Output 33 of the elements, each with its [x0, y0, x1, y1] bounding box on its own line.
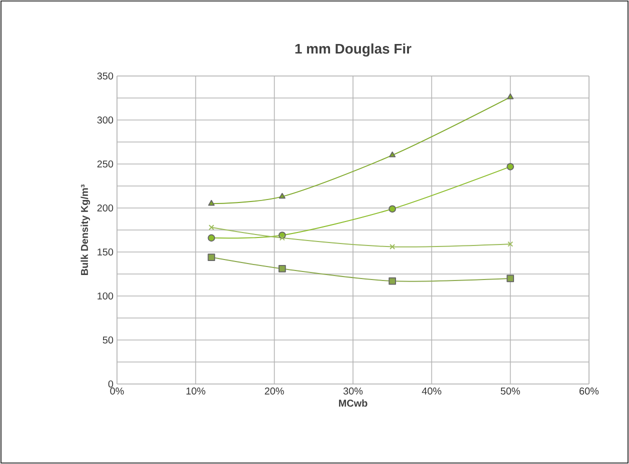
x-tick-label: 60%: [580, 388, 599, 395]
point: [506, 274, 514, 282]
y-tick-label: 50: [102, 336, 114, 344]
point: [390, 244, 396, 250]
point: [278, 192, 286, 199]
x-tick-label: 30%: [343, 388, 363, 395]
point: [208, 234, 216, 242]
y-tick-label: 100: [98, 292, 114, 300]
y-axis-title: Bulk Density Kg/m³: [80, 184, 90, 275]
point: [388, 205, 396, 213]
x-tick-label: 20%: [264, 388, 284, 395]
point: [278, 265, 286, 272]
x-tick-label: 50%: [500, 388, 520, 395]
y-tick-label: 250: [97, 160, 114, 168]
point: [208, 200, 215, 206]
x-tick-label: 0%: [110, 388, 124, 395]
x-axis-title: MCwb: [339, 399, 368, 407]
point: [279, 235, 285, 241]
x-tick-label: 10%: [186, 388, 206, 395]
y-tick-label: 0: [108, 380, 114, 388]
y-tick-label: 150: [98, 248, 114, 256]
y-tick-label: 300: [97, 116, 114, 124]
point: [389, 152, 396, 158]
point: [508, 241, 514, 247]
point: [208, 224, 214, 230]
point: [388, 277, 396, 285]
point: [208, 254, 216, 261]
y-tick-label: 350: [97, 72, 114, 80]
x-tick-label: 40%: [422, 388, 442, 395]
point: [506, 162, 514, 170]
y-tick-label: 200: [97, 204, 114, 212]
point: [507, 93, 514, 100]
chart-title: 1 mm Douglas Fir: [295, 43, 412, 56]
